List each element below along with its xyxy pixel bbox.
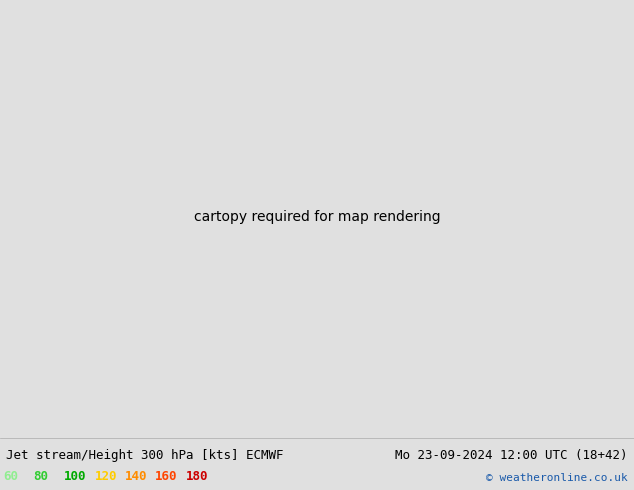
Text: cartopy required for map rendering: cartopy required for map rendering [194,210,440,224]
Text: 180: 180 [186,470,208,483]
Text: 100: 100 [64,470,86,483]
Text: Mo 23-09-2024 12:00 UTC (18+42): Mo 23-09-2024 12:00 UTC (18+42) [395,449,628,463]
Text: 160: 160 [155,470,178,483]
Text: 60: 60 [3,470,18,483]
Text: 120: 120 [94,470,117,483]
Text: Jet stream/Height 300 hPa [kts] ECMWF: Jet stream/Height 300 hPa [kts] ECMWF [6,449,284,463]
Text: 140: 140 [125,470,147,483]
Text: © weatheronline.co.uk: © weatheronline.co.uk [486,473,628,483]
Text: 80: 80 [34,470,49,483]
